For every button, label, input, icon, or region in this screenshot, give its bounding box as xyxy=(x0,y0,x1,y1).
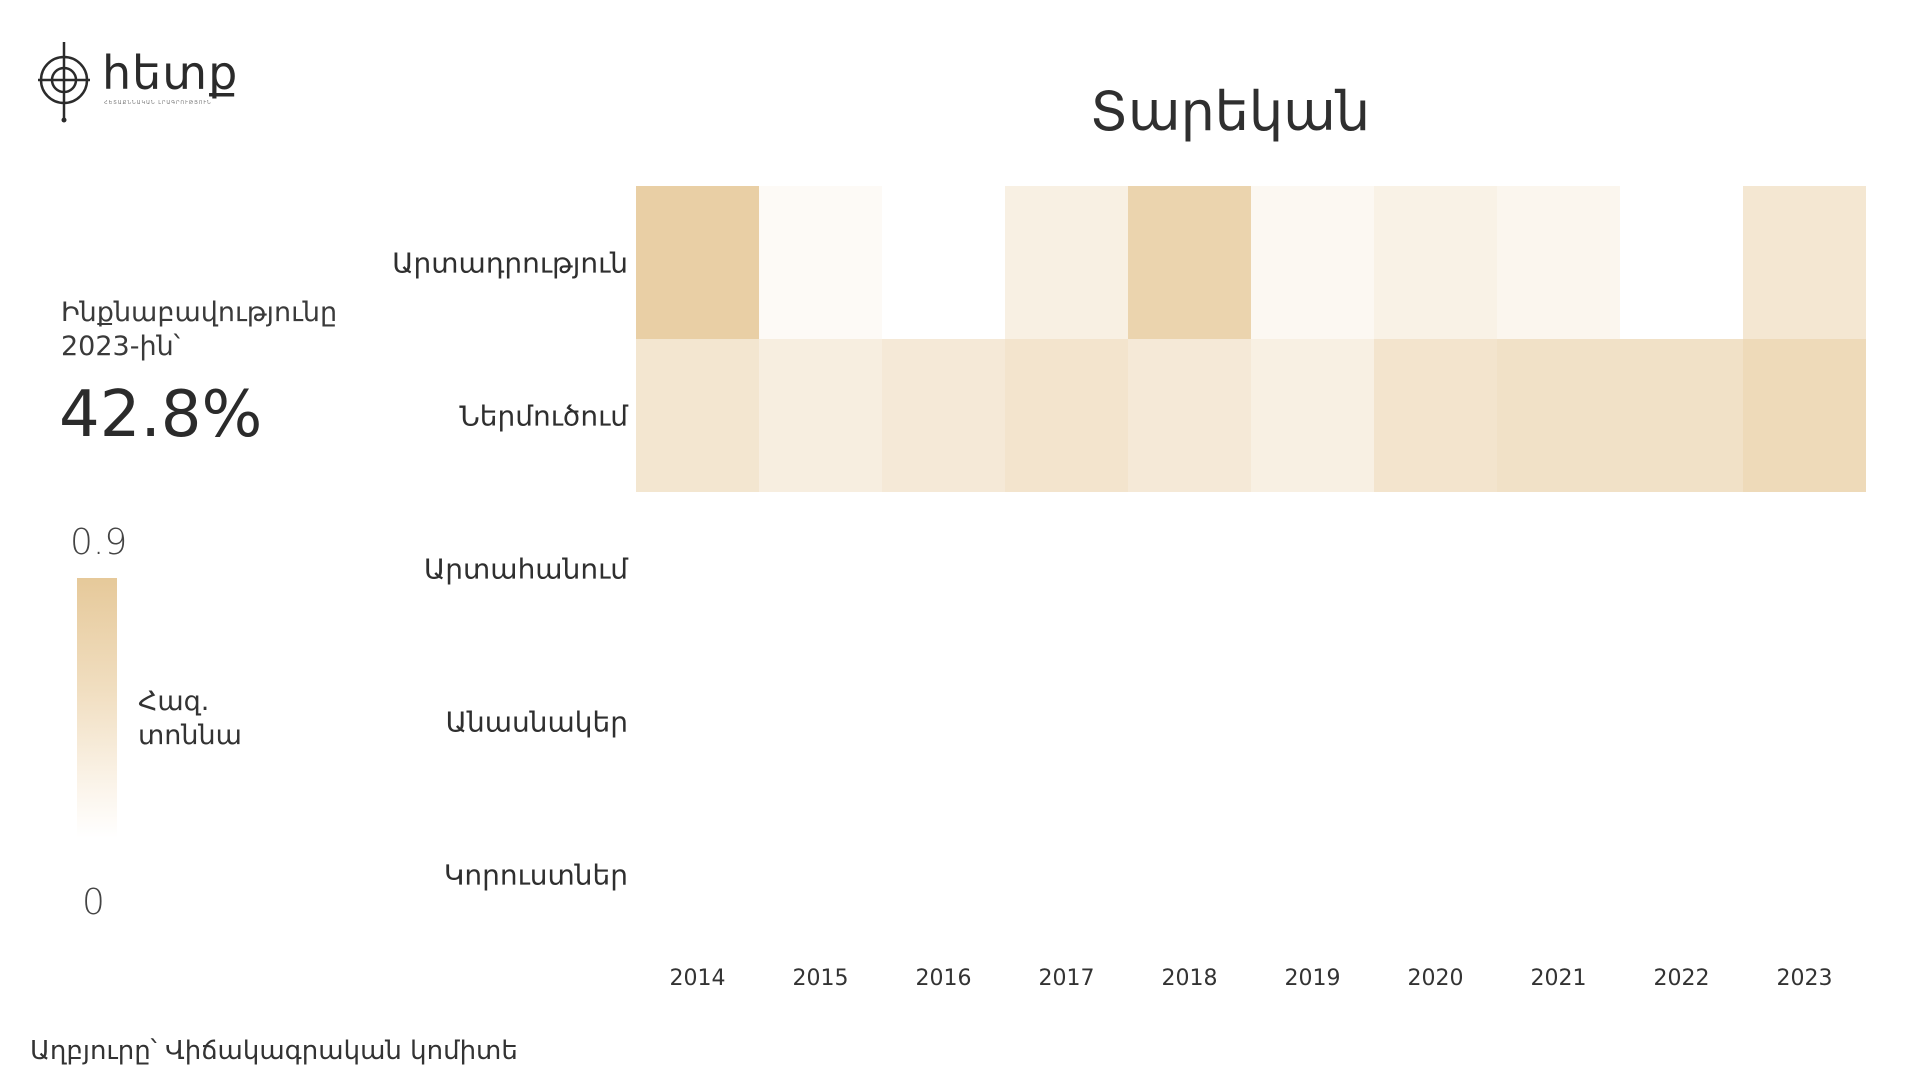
heatmap-cell xyxy=(1374,186,1497,339)
logo: հետք ՀԵՏԱՔՆՆԱԿԱՆ ԼՐԱԳՐՈՒԹՅՈՒՆ xyxy=(38,38,248,124)
heatmap-cell xyxy=(1497,798,1620,951)
heatmap-cell xyxy=(1620,645,1743,798)
heatmap-cell xyxy=(1251,186,1374,339)
legend-unit-line2: տոննա xyxy=(138,720,242,751)
heatmap-cell xyxy=(882,798,1005,951)
chart-title: Տարեկան xyxy=(1089,80,1371,143)
heatmap-cell xyxy=(636,339,759,492)
column-label: 2022 xyxy=(1654,966,1710,991)
heatmap-cell xyxy=(759,339,882,492)
column-label: 2019 xyxy=(1285,966,1341,991)
column-label: 2018 xyxy=(1162,966,1218,991)
column-label: 2020 xyxy=(1408,966,1464,991)
heatmap-cell xyxy=(1743,492,1866,645)
heatmap-cell xyxy=(1620,339,1743,492)
heatmap-cell xyxy=(1128,645,1251,798)
legend-max-label: 0.9 xyxy=(70,522,128,563)
row-label: Ներմուծում xyxy=(459,400,629,433)
heatmap-cell xyxy=(1128,798,1251,951)
heatmap-cell xyxy=(882,645,1005,798)
heatmap-cell xyxy=(1497,186,1620,339)
heatmap-cell xyxy=(882,492,1005,645)
heatmap-cell xyxy=(636,798,759,951)
source-note: Աղբյուրը՝ Վիճակագրական կոմիտե xyxy=(30,1036,518,1066)
kpi-label-line2: 2023-ին՝ xyxy=(61,331,181,362)
heatmap-cell xyxy=(1128,186,1251,339)
heatmap-cell xyxy=(1128,339,1251,492)
heatmap-cell xyxy=(882,339,1005,492)
heatmap-chart: Արտադրություն Ներմուծում Արտահանում Անասնակ… xyxy=(392,186,1866,991)
row-label: Անասնակեր xyxy=(446,706,628,739)
logo-text: հետք xyxy=(102,46,239,100)
heatmap-cell xyxy=(1005,645,1128,798)
row-label: Արտադրություն xyxy=(392,247,628,280)
column-label: 2017 xyxy=(1039,966,1095,991)
heatmap-cell xyxy=(636,645,759,798)
legend-unit: Հազ. տոննա xyxy=(138,685,242,753)
heatmap-cell xyxy=(1743,339,1866,492)
heatmap-cell xyxy=(1374,339,1497,492)
row-label: Արտահանում xyxy=(424,553,629,586)
heatmap-cell xyxy=(1743,645,1866,798)
heatmap-cell xyxy=(1005,798,1128,951)
heatmap-cell xyxy=(1374,798,1497,951)
heatmap-cell xyxy=(1743,186,1866,339)
column-label: 2015 xyxy=(793,966,849,991)
heatmap-cell xyxy=(759,492,882,645)
heatmap-cell xyxy=(1005,186,1128,339)
column-label: 2014 xyxy=(670,966,726,991)
legend-min-label: 0 xyxy=(82,882,105,923)
logo-subtitle: ՀԵՏԱՔՆՆԱԿԱՆ ԼՐԱԳՐՈՒԹՅՈՒՆ xyxy=(104,100,212,106)
heatmap-cell xyxy=(1251,645,1374,798)
legend-unit-line1: Հազ. xyxy=(138,686,210,717)
heatmap-cell xyxy=(1620,186,1743,339)
heatmap-cell xyxy=(1374,492,1497,645)
heatmap-cell xyxy=(759,186,882,339)
heatmap-cell xyxy=(1251,339,1374,492)
heatmap-cell xyxy=(636,492,759,645)
kpi-label-line1: Ինքնաբավությունը xyxy=(61,297,338,328)
heatmap-cell xyxy=(636,186,759,339)
heatmap-cell xyxy=(1251,798,1374,951)
column-label: 2023 xyxy=(1777,966,1833,991)
heatmap-cell xyxy=(1005,339,1128,492)
column-label: 2021 xyxy=(1531,966,1587,991)
kpi-label: Ինքնաբավությունը 2023-ին՝ xyxy=(61,296,337,364)
heatmap-cell xyxy=(1743,798,1866,951)
heatmap-cell xyxy=(759,645,882,798)
heatmap-cell xyxy=(759,798,882,951)
legend-color-bar xyxy=(77,578,117,838)
row-label: Կորուստներ xyxy=(444,859,628,892)
heatmap-cell xyxy=(1497,492,1620,645)
column-label: 2016 xyxy=(916,966,972,991)
logo-icon xyxy=(38,42,90,123)
heatmap-cell xyxy=(1497,645,1620,798)
heatmap-cell xyxy=(1128,492,1251,645)
heatmap-cell xyxy=(1251,492,1374,645)
heatmap-cell xyxy=(1374,645,1497,798)
heatmap-cell xyxy=(882,186,1005,339)
heatmap-cell xyxy=(1620,492,1743,645)
heatmap-cell xyxy=(1620,798,1743,951)
heatmap-cell xyxy=(1497,339,1620,492)
heatmap-cell xyxy=(1005,492,1128,645)
kpi-value: 42.8% xyxy=(59,378,263,452)
